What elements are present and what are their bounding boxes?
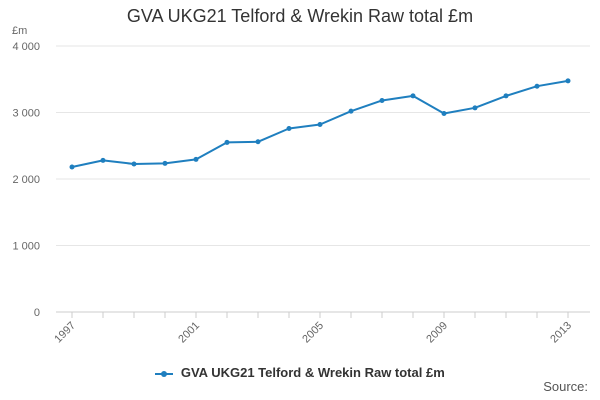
x-tick-label: 2001 (176, 320, 202, 346)
source-label: Source: (543, 379, 588, 394)
y-tick-label: 2 000 (12, 174, 40, 186)
data-point[interactable] (472, 105, 478, 111)
x-tick-label: 2009 (424, 320, 450, 346)
x-tick-label: 1997 (52, 320, 78, 346)
data-point[interactable] (193, 156, 199, 162)
legend-label: GVA UKG21 Telford & Wrekin Raw total £m (180, 365, 445, 380)
x-tick-label: 2005 (300, 320, 326, 346)
data-point[interactable] (348, 108, 354, 114)
data-point[interactable] (534, 83, 540, 89)
data-point[interactable] (565, 78, 571, 84)
y-axis-label: £m (12, 25, 27, 37)
data-point[interactable] (224, 139, 230, 145)
data-point[interactable] (131, 161, 137, 167)
legend-swatch-icon (155, 369, 174, 379)
data-point[interactable] (503, 93, 509, 99)
data-point[interactable] (441, 110, 447, 116)
legend[interactable]: GVA UKG21 Telford & Wrekin Raw total £m (0, 365, 600, 380)
y-tick-label: 3 000 (12, 108, 40, 120)
y-tick-label: 4 000 (12, 41, 40, 53)
data-point[interactable] (410, 93, 416, 99)
chart-title: GVA UKG21 Telford & Wrekin Raw total £m (126, 6, 474, 26)
y-tick-label: 0 (34, 307, 40, 319)
data-point[interactable] (162, 160, 168, 166)
data-point[interactable] (379, 98, 385, 104)
data-point[interactable] (255, 139, 261, 145)
data-point[interactable] (100, 157, 106, 163)
y-tick-label: 1 000 (12, 241, 40, 253)
data-point[interactable] (317, 121, 323, 127)
data-point[interactable] (69, 164, 75, 170)
data-point[interactable] (286, 125, 292, 131)
x-tick-label: 2013 (548, 320, 574, 346)
